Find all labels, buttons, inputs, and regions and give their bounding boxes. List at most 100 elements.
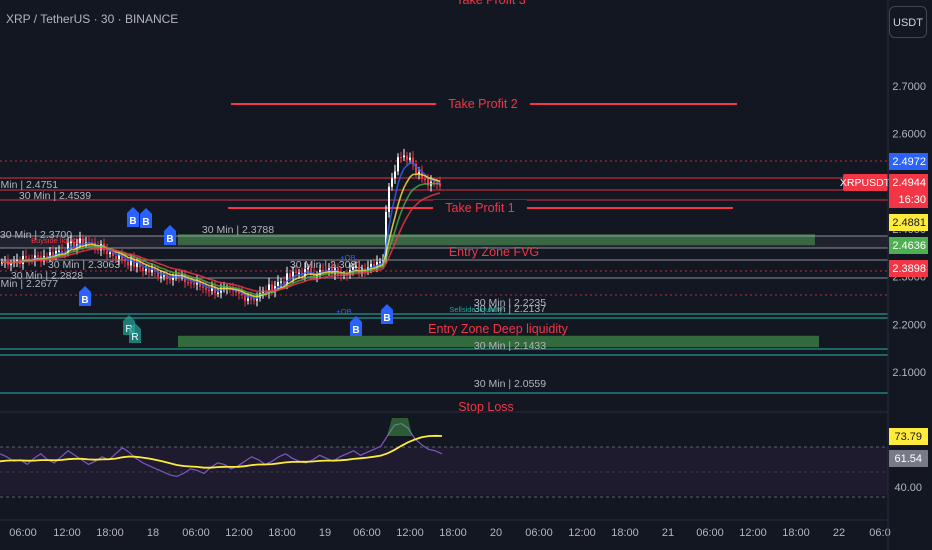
candle-body	[271, 284, 273, 292]
buy-signal-letter: B	[81, 295, 88, 306]
liquidity-label: 30 Min | 2.3700	[0, 229, 72, 241]
candle-body	[328, 268, 330, 271]
price-tag	[889, 237, 928, 254]
overbought-fill	[387, 418, 412, 436]
candle-body	[1, 262, 3, 264]
fvg-shade	[0, 236, 888, 248]
candle-body	[187, 282, 189, 284]
price-tag-text: 2.4972	[892, 156, 926, 168]
candle-body	[148, 269, 150, 273]
oscillator-value-text: 73.79	[894, 431, 922, 443]
candle-body	[37, 255, 39, 257]
candle-body	[283, 281, 285, 284]
symbol-title: XRP / TetherUS · 30 · BINANCE	[6, 12, 179, 26]
candle-body	[82, 238, 84, 245]
buy-signal-letter: B	[166, 234, 173, 245]
candle-body	[112, 252, 114, 256]
price-tag-text: 16:30	[898, 194, 926, 206]
price-tag	[889, 153, 928, 170]
candle-body	[208, 289, 210, 292]
buy-signal-marker	[350, 316, 362, 336]
level-label: Stop Loss	[458, 400, 514, 414]
candle-body	[298, 272, 300, 274]
level-label: Take Profit 3	[456, 0, 526, 7]
candle-body	[52, 252, 54, 257]
buy-signal-letter: B	[352, 325, 359, 336]
candle-body	[406, 155, 408, 160]
price-tag	[889, 174, 928, 191]
candle-body	[244, 295, 246, 301]
candle-body	[289, 273, 291, 278]
candle-body	[310, 268, 312, 275]
candle-body	[163, 275, 165, 277]
buy-signal-marker	[79, 286, 91, 306]
candle-body	[196, 281, 198, 285]
candle-body	[70, 241, 72, 244]
candle-body	[307, 268, 309, 270]
candle-body	[16, 260, 18, 262]
time-axis-tick: 19	[319, 527, 331, 539]
candle-body	[118, 254, 120, 259]
buy-signal-letter: B	[142, 217, 149, 228]
candle-body	[268, 284, 270, 293]
price-tag-text: 2.4881	[892, 217, 926, 229]
currency-button[interactable]: USDT	[889, 6, 927, 38]
candle-body	[142, 267, 144, 272]
buy-signal-letter: B	[383, 313, 390, 324]
liquidity-label: 30 Min | 2.3063	[48, 259, 120, 271]
time-axis-tick: 12:00	[568, 527, 596, 539]
time-axis-tick: 06:0	[869, 527, 890, 539]
liquidity-label: 30 Min | 2.2137	[474, 303, 546, 315]
candle-body	[292, 271, 294, 278]
liquidity-label: 30 Min | 2.2828	[11, 270, 83, 282]
candle-body	[370, 263, 372, 268]
price-axis-tick: 2.6000	[892, 129, 926, 141]
buy-signal-marker	[140, 208, 152, 228]
time-axis-tick: 06:00	[9, 527, 37, 539]
candle-body	[427, 179, 429, 186]
candle-body	[424, 178, 426, 181]
time-axis-tick: 12:00	[396, 527, 424, 539]
candle-body	[109, 252, 111, 254]
oscillator-band	[0, 447, 888, 495]
candle-body	[130, 258, 132, 266]
candle-body	[241, 293, 243, 296]
time-axis-tick: 18:00	[96, 527, 124, 539]
time-axis-tick: 12:00	[53, 527, 81, 539]
liquidity-label: 30 Min | 2.2235	[474, 297, 546, 309]
time-axis-tick: 12:00	[739, 527, 767, 539]
candle-body	[400, 157, 402, 159]
price-tag	[889, 214, 928, 231]
candle-body	[379, 261, 381, 263]
small-liquidity-label: +OB	[336, 307, 351, 316]
symbol-tag	[843, 174, 888, 191]
candle-body	[151, 269, 153, 273]
time-axis-tick: 18	[147, 527, 159, 539]
liquidity-label: 30 Min | 2.4539	[19, 190, 91, 202]
candle-body	[280, 281, 282, 283]
candle-body	[190, 282, 192, 284]
candle-body	[58, 250, 60, 252]
level-label-bg	[436, 96, 530, 112]
candle-body	[376, 262, 378, 267]
symbol-tag-text: XRPUSDT	[840, 177, 891, 189]
candle-body	[355, 266, 357, 268]
candle-body	[67, 243, 69, 253]
liquidity-label: 30 Min | 2.4751	[0, 179, 58, 191]
candle-body	[409, 157, 411, 160]
candle-body	[202, 286, 204, 288]
level-label-bg	[433, 200, 527, 216]
liquidity-label: 30 Min | 2.3788	[202, 224, 274, 236]
candle-body	[250, 298, 252, 300]
small-liquidity-label: Sellside liquidity	[449, 305, 503, 314]
small-liquidity-label: Buyside liquidity	[31, 236, 85, 245]
price-tag-text: 2.4636	[892, 240, 926, 252]
buy-signal-marker	[127, 207, 139, 227]
time-axis-tick: 18:00	[611, 527, 639, 539]
time-axis-tick: 06:00	[353, 527, 381, 539]
time-axis-tick: 18:00	[782, 527, 810, 539]
time-axis-tick: 12:00	[225, 527, 253, 539]
candle-body	[253, 298, 255, 301]
candle-body	[439, 183, 441, 187]
